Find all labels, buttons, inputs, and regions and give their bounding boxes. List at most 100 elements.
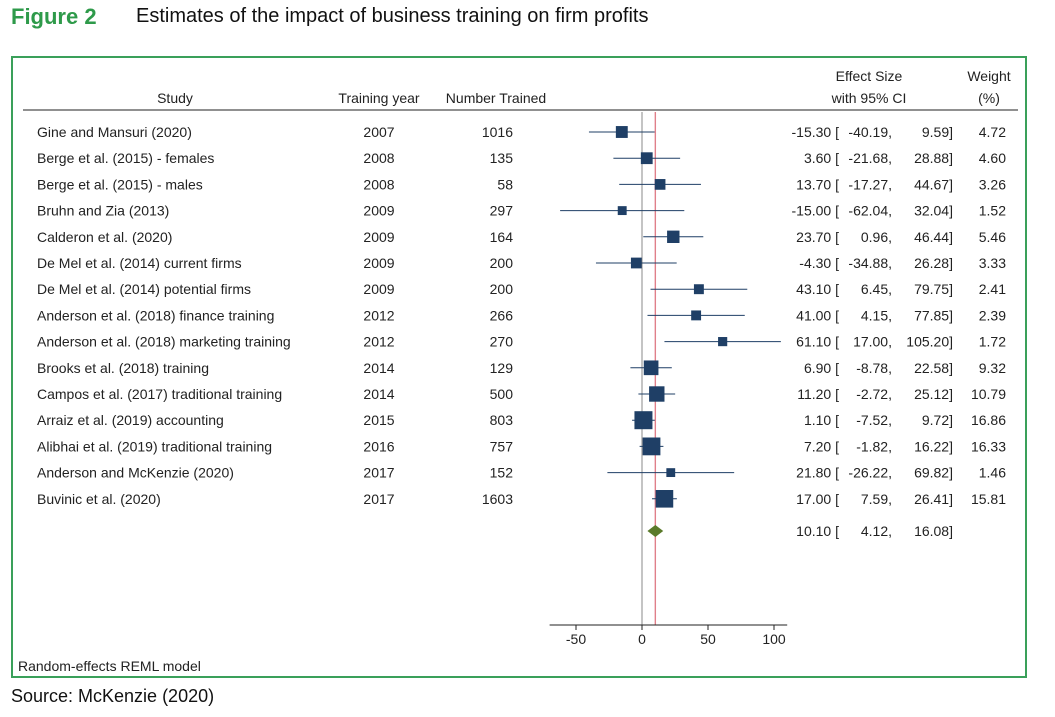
effect-size-value: 7.20 [ — [804, 438, 839, 454]
effect-size-value: -15.00 [ — [792, 203, 840, 219]
ci-upper-value: 16.22] — [914, 438, 953, 454]
study-name: De Mel et al. (2014) current firms — [37, 255, 242, 271]
header-year: Training year — [338, 90, 420, 106]
header-study: Study — [157, 90, 193, 106]
effect-size-value: 11.20 [ — [797, 386, 839, 402]
study-row: Calderon et al. (2020) 2009 164 23.70 [0.96… — [37, 229, 1006, 245]
weight-value: 16.86 — [971, 412, 1006, 428]
training-year: 2012 — [363, 307, 394, 323]
x-tick-label: 100 — [762, 631, 786, 647]
training-year: 2014 — [363, 360, 394, 376]
pooled-ci-lower: 4.12, — [861, 523, 892, 539]
ci-lower-value: -1.82, — [856, 438, 892, 454]
effect-marker — [649, 386, 665, 402]
study-name: Arraiz et al. (2019) accounting — [37, 412, 224, 428]
number-trained: 135 — [490, 150, 514, 166]
ci-lower-value: -2.72, — [856, 386, 892, 402]
weight-value: 3.33 — [979, 255, 1006, 271]
study-name: Campos et al. (2017) traditional trainin… — [37, 386, 282, 402]
weight-value: 9.32 — [979, 360, 1006, 376]
header-effect-line2: with 95% CI — [831, 90, 907, 106]
header-weight-line1: Weight — [967, 68, 1010, 84]
number-trained: 200 — [490, 255, 514, 271]
ci-lower-value: -7.52, — [856, 412, 892, 428]
number-trained: 757 — [490, 438, 514, 454]
effect-size-value: 3.60 [ — [804, 150, 839, 166]
study-name: De Mel et al. (2014) potential firms — [37, 281, 251, 297]
effect-marker — [630, 257, 642, 269]
effect-marker — [654, 179, 666, 190]
effect-size-value: 13.70 [ — [796, 176, 839, 192]
ci-lower-value: -40.19, — [848, 124, 892, 140]
ci-upper-value: 46.44] — [914, 229, 953, 245]
ci-upper-value: 22.58] — [914, 360, 953, 376]
study-row: Brooks et al. (2018) training 2014 129 6.90… — [37, 360, 1006, 376]
ci-upper-value: 26.41] — [914, 491, 953, 507]
study-row: Anderson et al. (2018) marketing trainin… — [37, 334, 1006, 350]
effect-size-value: 23.70 [ — [796, 229, 839, 245]
study-name: Berge et al. (2015) - females — [37, 150, 214, 166]
training-year: 2009 — [363, 281, 394, 297]
ci-upper-value: 26.28] — [914, 255, 953, 271]
number-trained: 58 — [497, 176, 513, 192]
effect-marker — [640, 152, 653, 165]
number-trained: 266 — [490, 307, 514, 323]
study-rows: Gine and Mansuri (2020) 2007 1016 -15.30 [-… — [37, 112, 1006, 625]
effect-marker — [666, 468, 676, 478]
study-name: Gine and Mansuri (2020) — [37, 124, 192, 140]
ci-upper-value: 28.88] — [914, 150, 953, 166]
ci-lower-value: 17.00, — [853, 334, 892, 350]
training-year: 2012 — [363, 334, 394, 350]
study-row: Anderson and McKenzie (2020) 2017 152 21.80… — [37, 465, 1006, 481]
weight-value: 10.79 — [971, 386, 1006, 402]
number-trained: 200 — [490, 281, 514, 297]
number-trained: 152 — [490, 465, 514, 481]
study-row: Berge et al. (2015) - females 2008 135 3.60… — [37, 150, 1006, 166]
training-year: 2016 — [363, 438, 394, 454]
number-trained: 129 — [490, 360, 514, 376]
weight-value: 4.72 — [979, 124, 1006, 140]
effect-size-value: 17.00 [ — [796, 491, 839, 507]
effect-marker — [667, 230, 680, 243]
study-row: De Mel et al. (2014) current firms 2009 20… — [37, 255, 1006, 271]
number-trained: 1603 — [482, 491, 513, 507]
pooled-ci-upper: 16.08] — [914, 523, 953, 539]
x-axis: -50 0 50 100 — [549, 624, 788, 647]
training-year: 2007 — [363, 124, 394, 140]
ci-lower-value: 6.45, — [861, 281, 892, 297]
training-year: 2008 — [363, 150, 394, 166]
ci-lower-value: 4.15, — [861, 307, 892, 323]
column-headers: Study Training year Number Trained Effec… — [157, 68, 1011, 106]
weight-value: 4.60 — [979, 150, 1006, 166]
pooled-diamond — [647, 525, 664, 537]
ci-upper-value: 9.72] — [922, 412, 953, 428]
ci-lower-value: -8.78, — [856, 360, 892, 376]
weight-value: 3.26 — [979, 176, 1006, 192]
effect-marker — [617, 206, 627, 216]
x-tick-label: 0 — [638, 631, 646, 647]
study-name: Calderon et al. (2020) — [37, 229, 172, 245]
chart-frame: Study Training year Number Trained Effec… — [11, 56, 1027, 678]
effect-marker — [693, 284, 704, 295]
effect-marker — [718, 337, 728, 347]
effect-size-value: 1.10 [ — [804, 412, 839, 428]
study-row: De Mel et al. (2014) potential firms 2009… — [37, 281, 1006, 297]
study-name: Bruhn and Zia (2013) — [37, 203, 169, 219]
ci-upper-value: 79.75] — [914, 281, 953, 297]
header-trained: Number Trained — [446, 90, 546, 106]
source-note: Source: McKenzie (2020) — [11, 686, 215, 706]
weight-value: 1.46 — [979, 465, 1006, 481]
figure-label: Figure 2 — [11, 4, 97, 29]
weight-value: 5.46 — [979, 229, 1006, 245]
number-trained: 270 — [490, 334, 514, 350]
effect-marker — [634, 411, 653, 430]
ci-upper-value: 9.59] — [922, 124, 953, 140]
training-year: 2017 — [363, 465, 394, 481]
ci-lower-value: 7.59, — [861, 491, 892, 507]
study-name: Anderson and McKenzie (2020) — [37, 465, 234, 481]
pooled-effect-value: 10.10 [ — [796, 523, 839, 539]
weight-value: 1.52 — [979, 203, 1006, 219]
study-row: Buvinic et al. (2020) 2017 1603 17.00 [7.59… — [37, 490, 1006, 508]
training-year: 2017 — [363, 491, 394, 507]
ci-lower-value: 0.96, — [861, 229, 892, 245]
